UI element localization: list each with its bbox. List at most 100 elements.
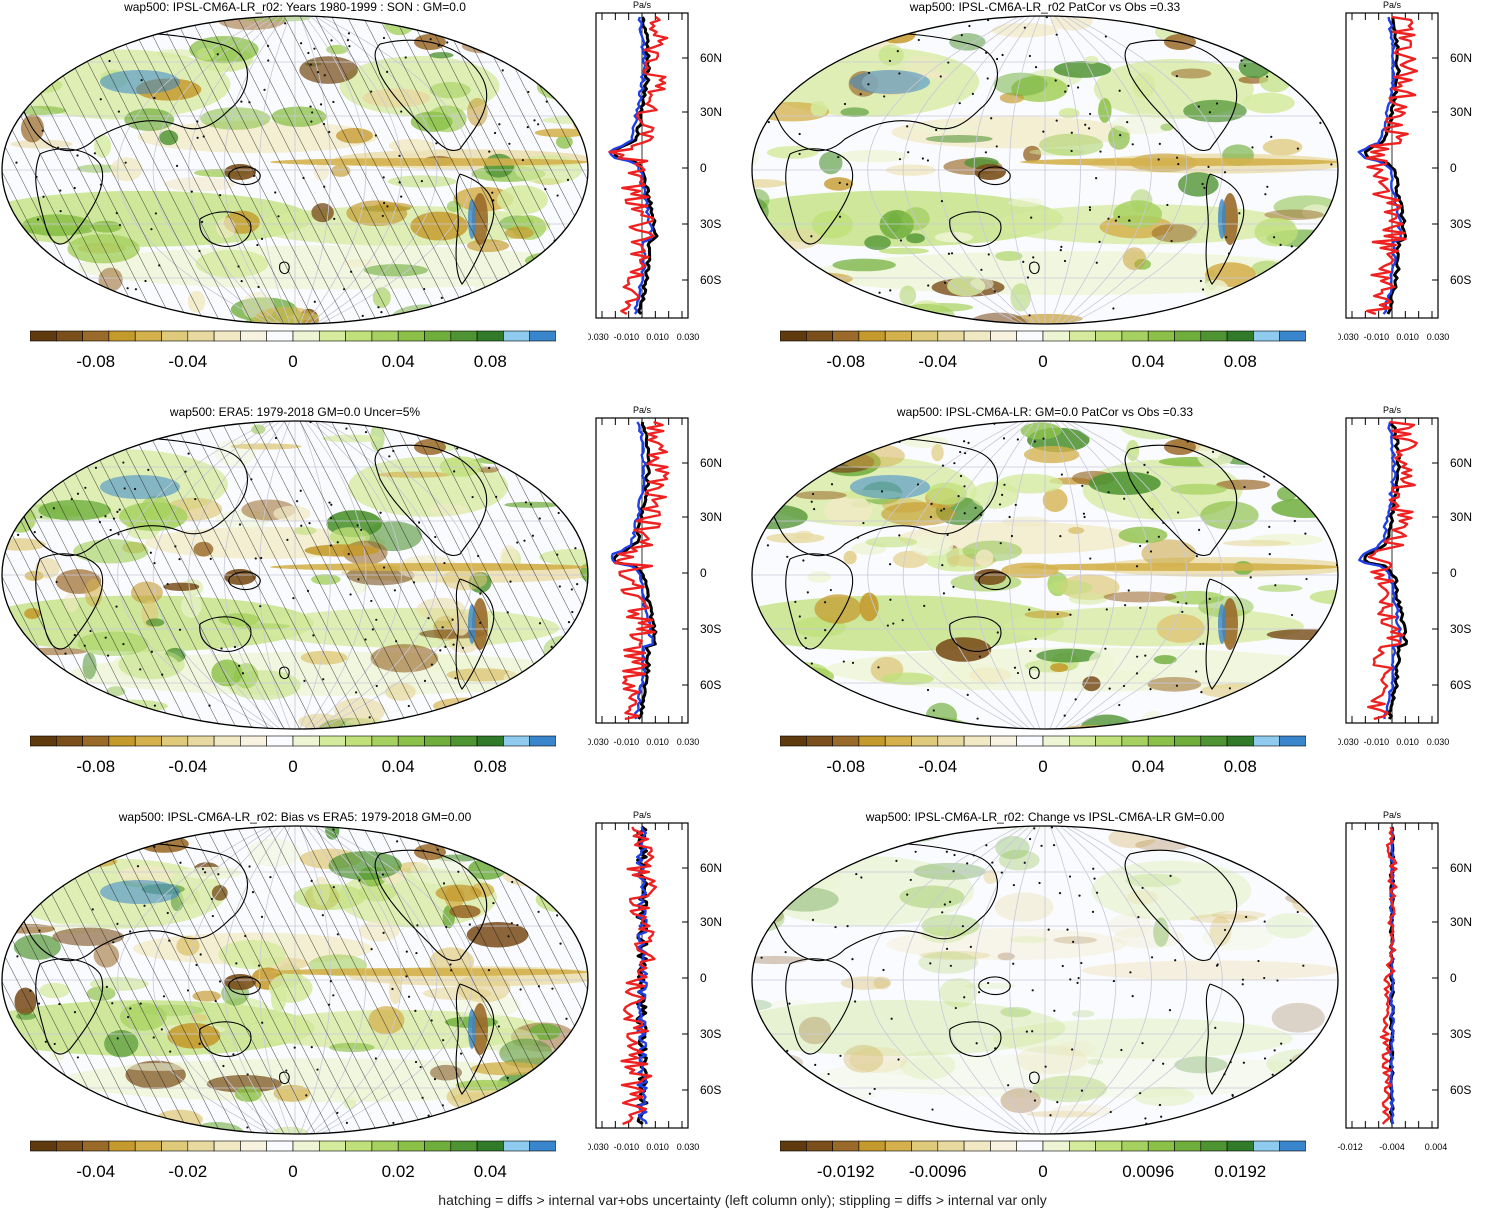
panel-title: wap500: ERA5: 1979-2018 GM=0.0 Uncer=5%: [169, 405, 421, 419]
colorbar-swatch: [187, 1140, 215, 1152]
profile-lat-label: 60N: [700, 51, 722, 65]
profile-lat-label: 0: [1450, 161, 1457, 175]
profile-lat-label: 0: [700, 566, 707, 580]
colorbar-tick-label: 0.04: [1131, 352, 1165, 371]
bias-line: [1379, 826, 1398, 1125]
profile-lat-label: 0: [1450, 566, 1457, 580]
colorbar-tick-label: -0.04: [168, 352, 208, 371]
colorbar-swatch: [858, 330, 886, 342]
colorbar-swatch: [30, 330, 57, 342]
colorbar-swatch: [1200, 330, 1228, 342]
colorbar-swatch: [108, 1140, 136, 1152]
colorbar-swatch: [529, 330, 556, 342]
model-line: [1363, 16, 1407, 315]
panel-1: wap500: IPSL-CM6A-LR_r02: Years 1980-199…: [0, 0, 740, 400]
profile-unit-label: Pa/s: [1383, 0, 1402, 10]
colorbar-swatch: [450, 735, 478, 747]
profile-x-tick-label: 0.010: [646, 737, 669, 747]
colorbar-tick-label: 0: [1038, 352, 1048, 371]
colorbar-swatch: [1095, 330, 1123, 342]
profile-lat-label: 60N: [700, 861, 722, 875]
colorbar-swatch: [30, 1140, 57, 1152]
colorbar-swatch: [397, 330, 425, 342]
colorbar-tick-label: 0.0096: [1122, 1162, 1175, 1181]
colorbar-swatch: [318, 1140, 346, 1152]
profile-lat-label: 60N: [1450, 456, 1472, 470]
colorbar-swatch: [266, 735, 294, 747]
colorbar-swatch: [780, 735, 807, 747]
map-plot: [751, 15, 1339, 325]
colorbar-swatch: [805, 1140, 833, 1152]
colorbar-tick-label: 0: [288, 757, 298, 776]
colorbar-swatch: [108, 735, 136, 747]
colorbar-swatch: [371, 1140, 399, 1152]
colorbar-swatch: [476, 735, 504, 747]
profile-x-tick-label: 0.010: [646, 1142, 669, 1152]
colorbar-swatch: [1016, 735, 1044, 747]
colorbar-tick-label: 0: [288, 352, 298, 371]
colorbar-swatch: [345, 330, 373, 342]
colorbar-swatch: [963, 1140, 991, 1152]
colorbar-swatch: [82, 735, 110, 747]
panel-6: wap500: IPSL-CM6A-LR_r02: Change vs IPSL…: [750, 810, 1485, 1210]
colorbar-swatch: [1147, 330, 1175, 342]
colorbar-swatch: [1226, 1140, 1254, 1152]
profile-unit-label: Pa/s: [633, 405, 652, 415]
profile-lat-label: 60S: [700, 678, 721, 692]
profile-lat-label: 30N: [700, 105, 722, 119]
bias-line: [620, 826, 657, 1126]
panel-2: wap500: IPSL-CM6A-LR_r02 PatCor vs Obs =…: [750, 0, 1485, 400]
colorbar-tick-label: 0.04: [1131, 757, 1165, 776]
profile-unit-label: Pa/s: [633, 810, 652, 820]
colorbar-tick-label: -0.04: [168, 757, 208, 776]
obs-line: [610, 421, 654, 720]
colorbar-swatch: [108, 330, 136, 342]
profile-lat-label: 0: [700, 161, 707, 175]
colorbar-swatch: [1121, 735, 1149, 747]
colorbar-tick-label: -0.04: [918, 757, 958, 776]
colorbar-tick-label: 0.02: [381, 1162, 415, 1181]
profile-lat-label: 30S: [1450, 217, 1471, 231]
colorbar-swatch: [1121, 330, 1149, 342]
profile-lat-label: 60N: [1450, 861, 1472, 875]
profile-x-tick-label: 0.010: [1396, 332, 1419, 342]
colorbar-swatch: [187, 735, 215, 747]
zonal-mean-profile: Pa/s 60N 30N 0 30S 60S -0.030 -0.010 0.010 0.030: [1338, 405, 1472, 747]
colorbar: [780, 330, 1306, 342]
profile-x-tick-label: 0.030: [677, 1142, 700, 1152]
profile-x-tick-label: 0.030: [1427, 332, 1450, 342]
profile-x-tick-label: 0.030: [677, 737, 700, 747]
colorbar-tick-label: 0.08: [1223, 757, 1257, 776]
colorbar-swatch: [858, 735, 886, 747]
profile-lat-label: 30S: [700, 217, 721, 231]
profile-unit-label: Pa/s: [1383, 405, 1402, 415]
colorbar-labels: -0.0192 -0.0096 0 0.0096 0.0192: [780, 1162, 1306, 1184]
colorbar-swatch: [134, 330, 162, 342]
colorbar-swatch: [1279, 1140, 1306, 1152]
colorbar-labels: -0.08 -0.04 0 0.04 0.08: [30, 352, 556, 374]
colorbar-swatch: [450, 1140, 478, 1152]
profile-lat-label: 30N: [1450, 105, 1472, 119]
colorbar-swatch: [1253, 735, 1280, 747]
map-plot: [1, 420, 589, 730]
colorbar-swatch: [371, 735, 399, 747]
colorbar-tick-label: 0.04: [473, 1162, 507, 1181]
colorbar-swatch: [1200, 735, 1228, 747]
profile-lat-label: 30S: [700, 622, 721, 636]
colorbar-swatch: [240, 330, 267, 342]
colorbar-swatch: [82, 1140, 110, 1152]
colorbar-swatch: [161, 330, 189, 342]
panel-4: wap500: IPSL-CM6A-LR: GM=0.0 PatCor vs O…: [750, 405, 1485, 805]
colorbar-swatch: [371, 330, 399, 342]
profile-x-tick-label: -0.010: [1364, 332, 1390, 342]
colorbar-tick-label: 0.0192: [1214, 1162, 1267, 1181]
map-plot: [1, 825, 589, 1135]
bias-line: [1367, 420, 1418, 721]
colorbar-swatch: [424, 1140, 452, 1152]
colorbar-swatch: [213, 330, 241, 342]
colorbar-tick-label: 0.04: [381, 352, 415, 371]
colorbar-tick-label: 0.08: [1223, 352, 1257, 371]
colorbar-swatch: [805, 735, 833, 747]
zonal-mean-profile: Pa/s 60N 30N 0 30S 60S -0.030 -0.010 0.010 0.030: [588, 405, 722, 747]
profile-lat-label: 60S: [1450, 273, 1471, 287]
